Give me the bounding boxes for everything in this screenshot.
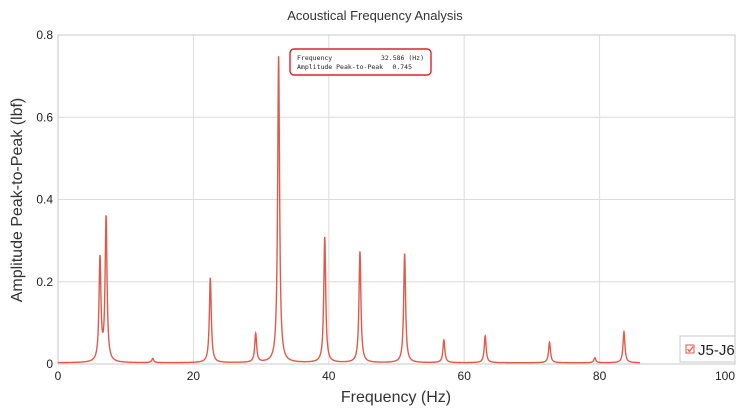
y-axis-title: Amplitude Peak-to-Peak (lbf) xyxy=(9,98,26,303)
checkmark-icon xyxy=(687,346,694,353)
y-tick-label: 0 xyxy=(46,357,53,371)
grid-lines xyxy=(58,35,735,364)
x-axis-title: Frequency (Hz) xyxy=(341,389,451,406)
series-layer xyxy=(58,56,641,364)
plot-frame xyxy=(57,34,736,365)
peak-tooltip: Frequency 32.586 (Hz) Amplitude Peak-to-… xyxy=(289,48,432,76)
x-tick-label: 80 xyxy=(593,369,607,383)
y-tick-label: 0.2 xyxy=(36,275,53,289)
tooltip-amplitude-label: Amplitude Peak-to-Peak xyxy=(297,63,383,71)
tooltip-box xyxy=(289,48,432,76)
tooltip-frequency-value: 32.586 (Hz) xyxy=(381,54,424,62)
x-axis: 0 20 40 60 80 100 xyxy=(55,369,736,383)
checkbox-icon[interactable] xyxy=(685,344,695,354)
y-axis: 0 0.2 0.4 0.6 0.8 xyxy=(36,28,53,371)
x-tick-label: 0 xyxy=(55,369,62,383)
legend-checkbox[interactable] xyxy=(685,344,695,354)
y-tick-label: 0.4 xyxy=(36,193,53,207)
tooltip-amplitude-value: 0.745 xyxy=(392,63,412,71)
series-line-j5-j6[interactable] xyxy=(58,56,641,364)
x-tick-label: 20 xyxy=(187,369,201,383)
legend-label: J5-J6 xyxy=(698,342,735,359)
y-tick-label: 0.6 xyxy=(36,110,53,124)
legend: J5-J6 xyxy=(679,335,736,363)
chart-title: Acoustical Frequency Analysis xyxy=(287,8,463,23)
x-tick-label: 60 xyxy=(458,369,472,383)
x-tick-label: 40 xyxy=(322,369,336,383)
y-tick-label: 0.8 xyxy=(36,28,53,42)
tooltip-frequency-label: Frequency xyxy=(297,54,332,62)
x-tick-label: 100 xyxy=(715,369,735,383)
